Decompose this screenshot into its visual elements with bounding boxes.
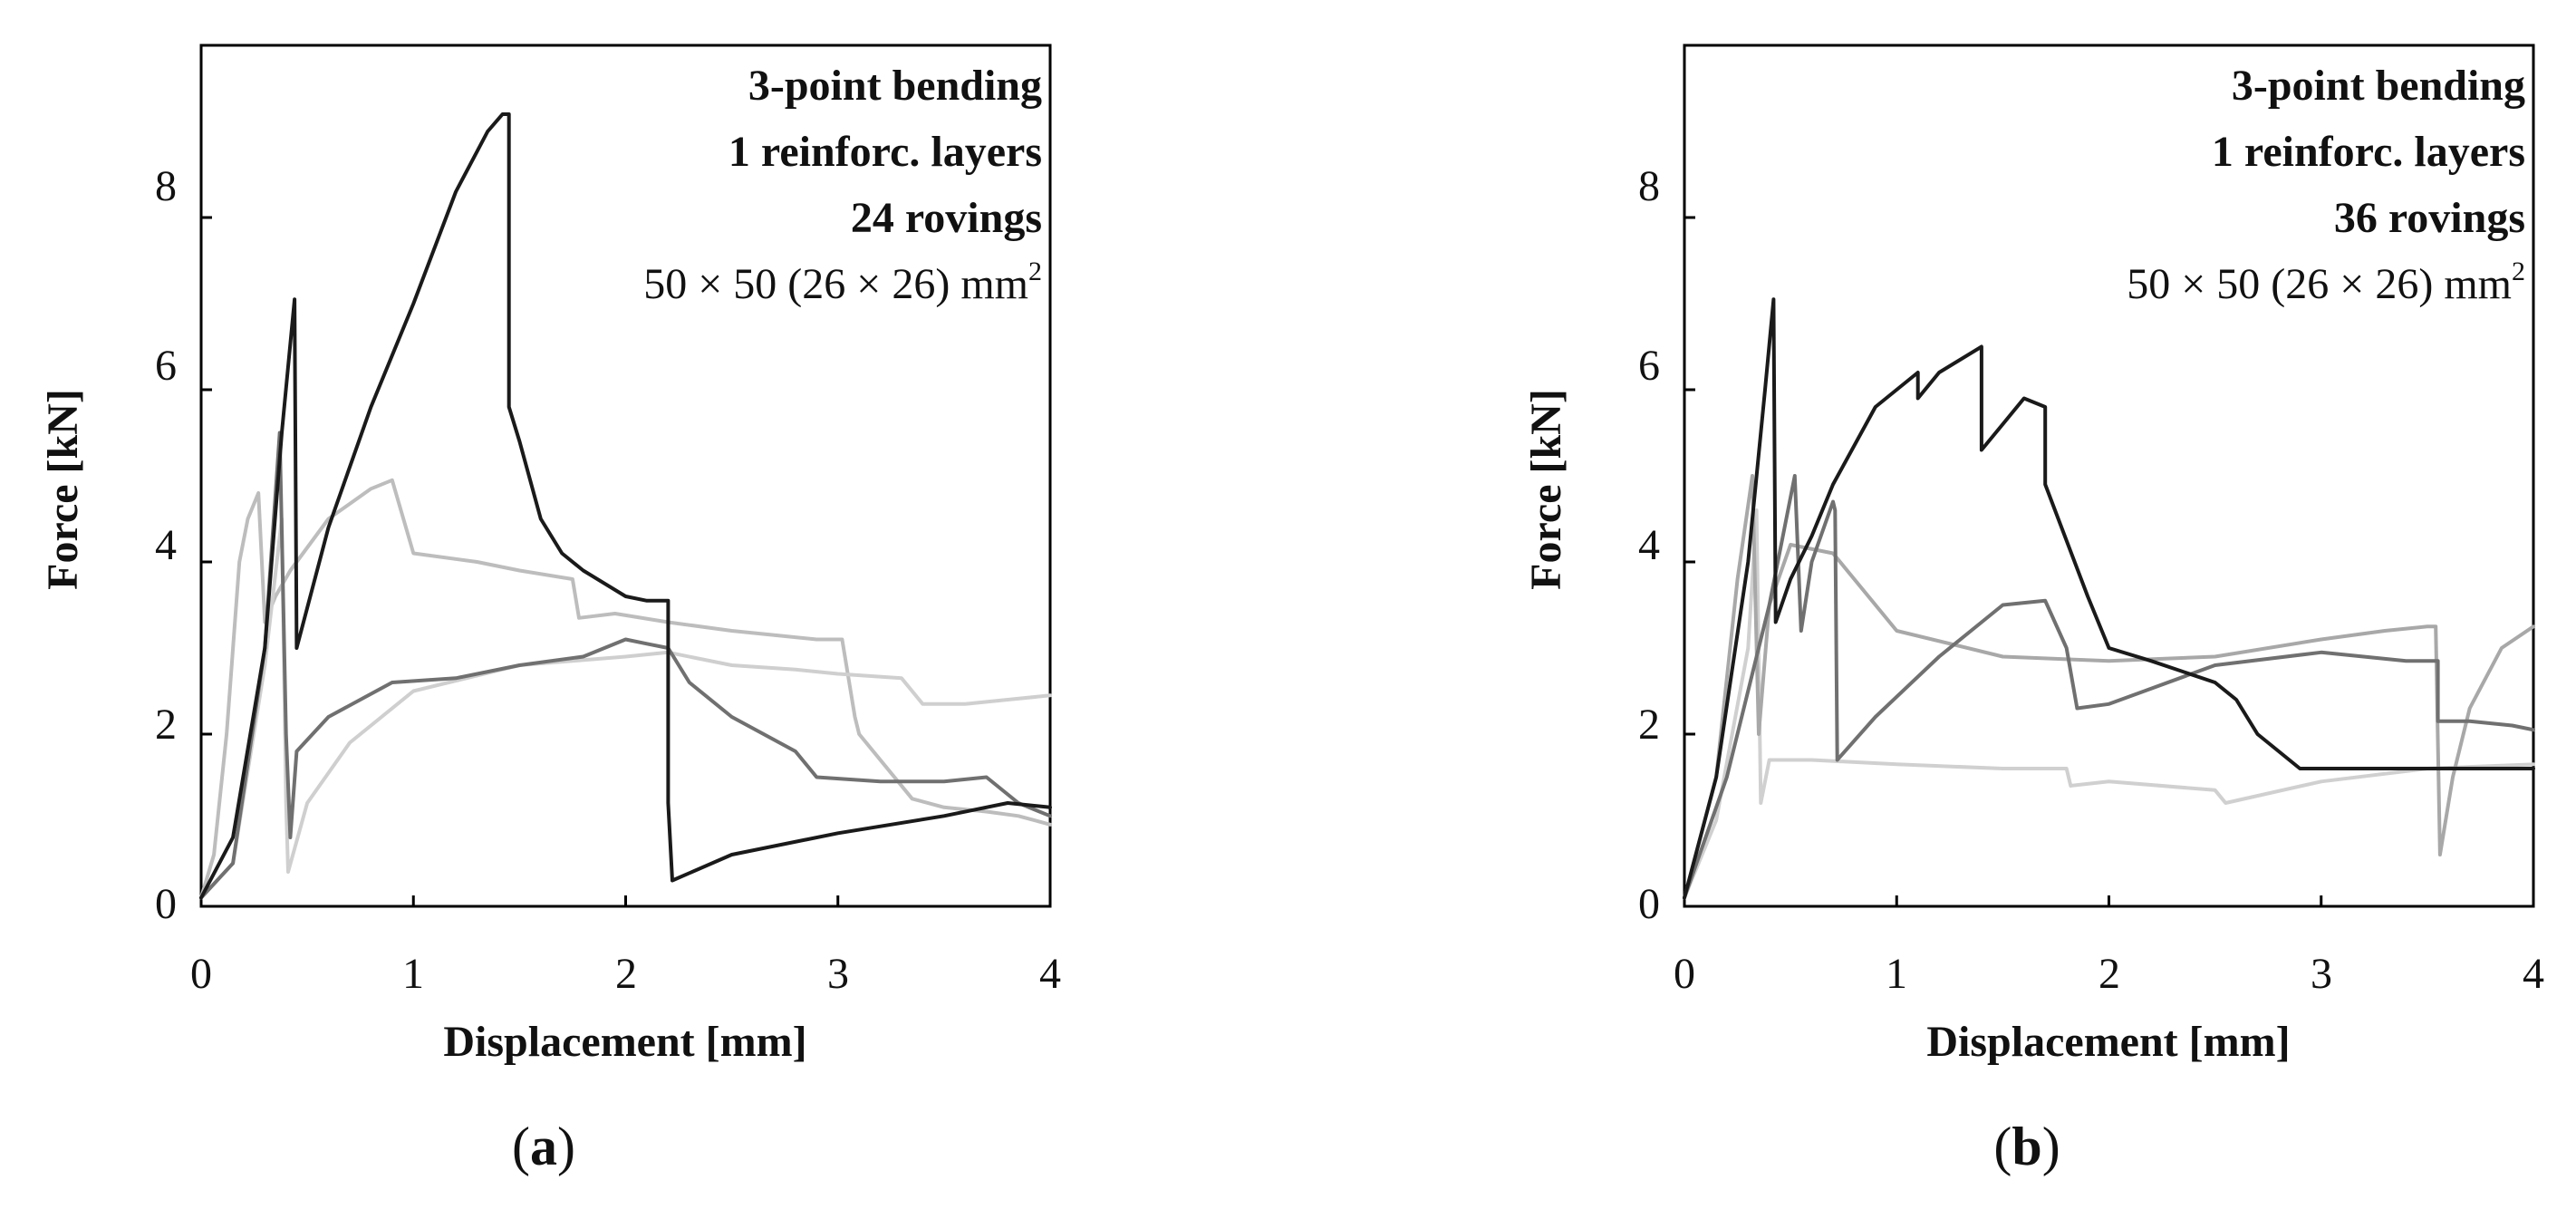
panel-b-xtick-label: 3 — [2311, 950, 2332, 998]
panel-a-annotation-size: 50 × 50 (26 × 26) mm2 — [643, 256, 1042, 308]
panel-a-series-line-2 — [199, 517, 1052, 900]
panel-a-xtick-label: 1 — [402, 950, 424, 998]
panel-b-series-line-2 — [1683, 474, 2535, 900]
panel-b-ytick-label: 8 — [1638, 162, 1660, 210]
panel-b-x-axis-title: Displacement [mm] — [1926, 1018, 2290, 1066]
panel-a-xtick-label: 2 — [615, 950, 637, 998]
panel-b-y-axis-title: Force [kN] — [1522, 389, 1570, 590]
panel-a-xtick-label: 3 — [827, 950, 849, 998]
panel-b-ytick-label: 6 — [1638, 342, 1660, 390]
panel-b-ytick-label: 0 — [1638, 880, 1660, 928]
panel-b: 0 2 4 6 8 0 1 2 3 4 Displacement [mm] Fo… — [1522, 44, 2544, 1176]
panel-b-annotation-test: 3-point bending — [2232, 62, 2525, 110]
panel-a-annotation-size-sup: 2 — [1028, 256, 1042, 286]
panel-b-series-group — [1683, 297, 2535, 900]
panel-a-annotation-layers: 1 reinforc. layers — [728, 128, 1042, 176]
panel-b-label: (b) — [1993, 1117, 2060, 1176]
panel-b-annotation-layers: 1 reinforc. layers — [2212, 128, 2525, 176]
panel-a-annotation-size-text: 50 × 50 (26 × 26) mm — [643, 260, 1028, 308]
panel-a-series-line-4 — [199, 112, 1052, 900]
panel-a-series-line-3 — [199, 431, 1052, 900]
panel-b-xtick-label: 1 — [1886, 950, 1907, 998]
panel-b-series-line-3 — [1683, 474, 2535, 900]
panel-b-label-open: ( — [1993, 1117, 2012, 1176]
panel-a-xtick-label: 0 — [190, 950, 212, 998]
panel-a-label-letter: a — [530, 1117, 557, 1176]
panel-b-xtick-label: 2 — [2098, 950, 2120, 998]
panel-a-ytick-label: 6 — [155, 342, 177, 390]
panel-b-ytick-label: 2 — [1638, 701, 1660, 749]
panel-a-ytick-label: 4 — [155, 521, 177, 569]
panel-a-ytick-label: 8 — [155, 162, 177, 210]
panel-a: 0 2 4 6 8 0 1 2 3 4 Displacement [mm] Fo… — [39, 44, 1061, 1176]
panel-a-series-group — [199, 112, 1052, 900]
panel-b-ytick-label: 4 — [1638, 521, 1660, 569]
panel-b-annotation-size-sup: 2 — [2512, 256, 2525, 286]
panel-a-label-open: ( — [512, 1117, 530, 1176]
panel-b-annotation-rovings: 36 rovings — [2334, 194, 2525, 242]
panel-a-x-axis-title: Displacement [mm] — [443, 1018, 806, 1066]
panel-a-annotation-rovings: 24 rovings — [851, 194, 1042, 242]
panel-b-label-letter: b — [2012, 1117, 2041, 1176]
panel-a-xtick-label: 4 — [1039, 950, 1061, 998]
panel-a-label-close: ) — [557, 1117, 575, 1176]
panel-a-label: (a) — [512, 1117, 575, 1176]
panel-b-xtick-label: 0 — [1674, 950, 1695, 998]
panel-a-annotation-test: 3-point bending — [748, 62, 1042, 110]
panel-b-annotation-size: 50 × 50 (26 × 26) mm2 — [2127, 256, 2525, 308]
panel-a-y-axis-title: Force [kN] — [39, 389, 87, 590]
panel-b-annotation-size-text: 50 × 50 (26 × 26) mm — [2127, 260, 2512, 308]
panel-a-ytick-label: 0 — [155, 880, 177, 928]
panel-a-ytick-label: 2 — [155, 701, 177, 749]
panel-b-series-line-4 — [1683, 297, 2535, 900]
panel-b-label-close: ) — [2042, 1117, 2060, 1176]
panel-a-axes — [199, 44, 1052, 908]
panel-b-xtick-label: 4 — [2523, 950, 2544, 998]
panel-a-series-line-1 — [199, 478, 1052, 900]
